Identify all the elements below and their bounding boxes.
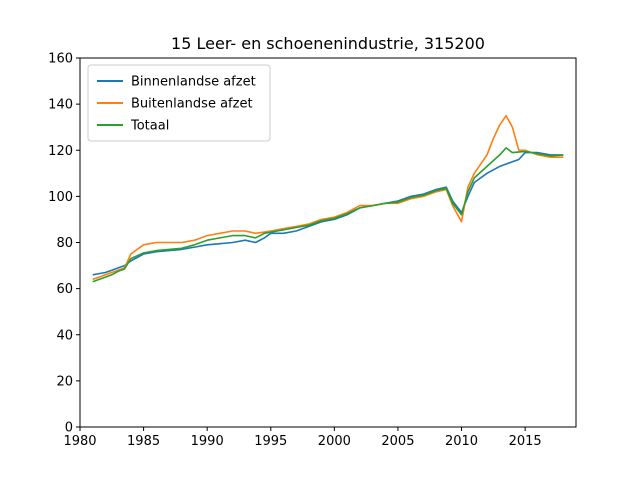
- legend-label: Buitenlandse afzet: [131, 97, 253, 112]
- x-axis: 1980 1985 1990 1995 2000 2005 2010 2015: [63, 427, 542, 449]
- legend-box: [87, 64, 271, 142]
- y-tick-label: 140: [48, 98, 73, 113]
- y-tick-label: 20: [56, 374, 73, 389]
- y-tick-label: 40: [56, 328, 73, 343]
- y-tick-label: 120: [48, 144, 73, 159]
- y-tick-label: 160: [48, 52, 73, 67]
- series-line-3: [92, 147, 564, 283]
- x-tick-label: 2000: [318, 434, 351, 449]
- y-tick-label: 0: [65, 421, 73, 436]
- legend: Binnenlandse afzet Buitenlandse afzet Tota…: [87, 64, 271, 142]
- y-tick-label: 100: [48, 190, 73, 205]
- series-layer: [92, 114, 564, 283]
- y-axis: 0 20 40 60 80 100 120 140 160: [48, 52, 80, 436]
- y-tick-label: 60: [56, 282, 73, 297]
- x-tick-label: 1995: [254, 434, 287, 449]
- x-tick-label: 2005: [381, 434, 414, 449]
- x-tick-label: 1990: [191, 434, 224, 449]
- series-line-2: [92, 114, 564, 281]
- y-tick-label: 80: [56, 236, 73, 251]
- legend-label: Totaal: [130, 119, 169, 134]
- x-tick-label: 1985: [127, 434, 160, 449]
- legend-label: Binnenlandse afzet: [131, 75, 256, 90]
- x-tick-label: 2015: [509, 434, 542, 449]
- series-line-1: [92, 151, 564, 276]
- chart-title: 15 Leer- en schoenenindustrie, 315200: [171, 34, 485, 53]
- x-tick-label: 2010: [445, 434, 478, 449]
- x-tick-label: 1980: [63, 434, 96, 449]
